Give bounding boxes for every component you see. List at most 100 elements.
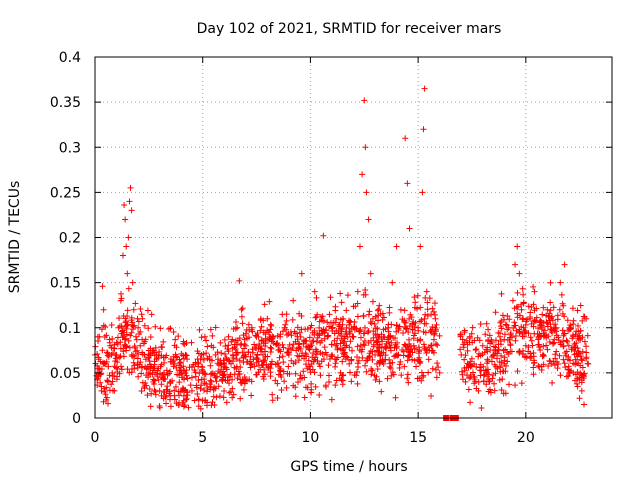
data-point	[414, 305, 421, 312]
data-point	[410, 318, 417, 325]
data-point	[276, 354, 283, 361]
data-point	[225, 357, 232, 364]
data-point	[111, 344, 118, 351]
data-point	[317, 372, 324, 379]
data-point	[349, 333, 356, 340]
data-point	[156, 387, 163, 394]
data-point	[574, 353, 581, 360]
data-point	[292, 330, 299, 337]
data-point	[343, 307, 350, 314]
data-point	[574, 369, 581, 376]
data-point	[420, 126, 427, 133]
data-point	[417, 243, 424, 250]
data-point	[511, 305, 518, 312]
data-point	[430, 308, 437, 315]
data-point	[484, 358, 491, 365]
data-point	[204, 388, 211, 395]
data-point	[580, 373, 587, 380]
data-point	[579, 348, 586, 355]
data-point	[279, 341, 286, 348]
data-point	[422, 294, 429, 301]
data-point	[109, 335, 116, 342]
data-point	[274, 395, 281, 402]
data-point	[146, 385, 153, 392]
data-point	[378, 388, 385, 395]
data-point	[338, 299, 345, 306]
data-point	[535, 336, 542, 343]
y-tick-label: 0.05	[50, 366, 81, 382]
axis-ticks	[94, 56, 612, 419]
data-point	[269, 397, 276, 404]
data-point	[551, 339, 558, 346]
data-point	[546, 357, 553, 364]
data-point	[499, 376, 506, 383]
data-point	[477, 320, 484, 327]
data-point	[501, 336, 508, 343]
data-point	[176, 379, 183, 386]
data-point	[498, 387, 505, 394]
data-point	[106, 387, 113, 394]
data-point	[100, 359, 107, 366]
data-point	[564, 338, 571, 345]
data-point	[548, 313, 555, 320]
data-point	[329, 324, 336, 331]
data-point	[130, 306, 137, 313]
data-point	[187, 382, 194, 389]
data-point	[574, 375, 581, 382]
data-point	[406, 341, 413, 348]
data-point	[203, 350, 210, 357]
data-point	[504, 312, 511, 319]
data-point	[302, 337, 309, 344]
data-point	[514, 368, 521, 375]
data-point	[289, 316, 296, 323]
data-point	[387, 365, 394, 372]
data-point	[292, 384, 299, 391]
data-point	[427, 327, 434, 334]
data-point	[224, 345, 231, 352]
data-point	[216, 393, 223, 400]
data-point	[328, 353, 335, 360]
data-point	[574, 322, 581, 329]
data-point	[301, 394, 308, 401]
data-point	[95, 371, 102, 378]
data-point	[204, 343, 211, 350]
data-point	[197, 385, 204, 392]
data-point	[313, 338, 320, 345]
data-point	[108, 381, 115, 388]
data-point	[465, 364, 472, 371]
data-point	[516, 270, 523, 277]
data-point	[248, 326, 255, 333]
data-point	[573, 380, 580, 387]
data-point	[297, 333, 304, 340]
data-point	[222, 342, 229, 349]
data-point	[499, 368, 506, 375]
data-point	[109, 378, 116, 385]
data-point	[217, 339, 224, 346]
data-point	[140, 340, 147, 347]
data-point	[138, 311, 145, 318]
data-point	[226, 380, 233, 387]
data-point	[413, 363, 420, 370]
data-point	[136, 330, 143, 337]
data-point	[301, 355, 308, 362]
data-point	[171, 387, 178, 394]
data-point	[527, 334, 534, 341]
data-point	[170, 357, 177, 364]
data-point	[113, 339, 120, 346]
data-point	[490, 351, 497, 358]
data-point	[239, 349, 246, 356]
data-point	[409, 356, 416, 363]
data-point	[268, 345, 275, 352]
data-point	[237, 364, 244, 371]
data-point	[104, 352, 111, 359]
data-point	[339, 358, 346, 365]
data-point	[465, 386, 472, 393]
data-point	[414, 292, 421, 299]
data-point	[175, 388, 182, 395]
data-point	[337, 290, 344, 297]
data-point	[429, 365, 436, 372]
data-point	[369, 356, 376, 363]
data-point	[574, 383, 581, 390]
data-point	[294, 352, 301, 359]
